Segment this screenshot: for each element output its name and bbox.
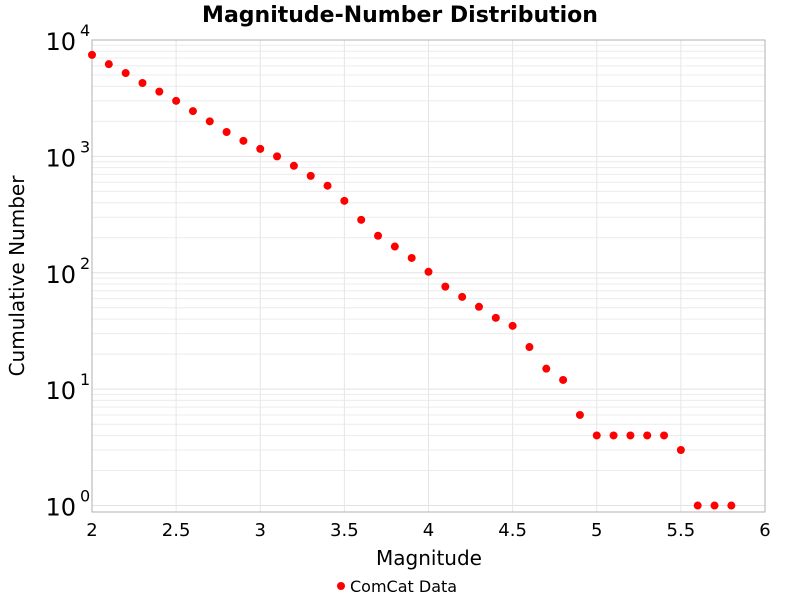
data-point xyxy=(256,144,265,153)
data-point xyxy=(222,128,231,137)
data-point xyxy=(121,69,130,78)
data-point xyxy=(441,282,450,291)
x-tick-label: 5.5 xyxy=(667,520,696,541)
data-point xyxy=(643,431,652,440)
data-point xyxy=(626,431,635,440)
data-point xyxy=(273,152,282,161)
x-tick-label: 3 xyxy=(255,520,266,541)
y-tick-label: 10 xyxy=(45,377,76,405)
y-tick-label: 10 xyxy=(45,144,76,172)
y-tick-base: 10 xyxy=(45,28,76,56)
data-point xyxy=(474,302,483,311)
y-tick-exponent: 2 xyxy=(80,254,90,273)
data-point xyxy=(559,375,568,384)
data-point xyxy=(407,253,416,262)
x-tick-label: 6 xyxy=(759,520,770,541)
y-tick-exponent: 0 xyxy=(80,487,90,506)
legend-label: ComCat Data xyxy=(350,577,457,596)
data-point xyxy=(172,96,181,105)
data-point xyxy=(727,501,736,510)
data-point xyxy=(575,410,584,419)
data-point xyxy=(710,501,719,510)
data-point xyxy=(155,87,164,96)
chart-title: Magnitude-Number Distribution xyxy=(202,3,598,28)
data-point xyxy=(374,231,383,240)
y-axis-label: Cumulative Number xyxy=(5,175,29,377)
y-tick-base: 10 xyxy=(45,377,76,405)
y-tick-exponent: 1 xyxy=(80,370,90,389)
grid xyxy=(91,40,766,512)
y-tick-label: 10 xyxy=(45,261,76,289)
data-point xyxy=(138,79,147,88)
data-point xyxy=(88,50,96,59)
data-point xyxy=(205,117,214,126)
y-tick-base: 10 xyxy=(45,144,76,172)
data-point xyxy=(676,446,685,455)
y-tick-exponent: 4 xyxy=(80,21,90,40)
data-point xyxy=(508,321,517,330)
data-points xyxy=(88,50,736,510)
x-tick-label: 5 xyxy=(591,520,602,541)
data-point xyxy=(239,136,248,145)
y-tick-label: 10 xyxy=(45,28,76,56)
data-point xyxy=(306,171,315,180)
y-tick-base: 10 xyxy=(45,261,76,289)
data-point xyxy=(188,107,197,116)
data-point xyxy=(340,196,349,205)
data-point xyxy=(357,215,366,224)
data-point xyxy=(525,343,534,352)
data-point xyxy=(660,431,669,440)
data-point xyxy=(542,364,551,373)
x-tick-label: 2 xyxy=(86,520,97,541)
data-point xyxy=(609,431,618,440)
x-tick-label: 2.5 xyxy=(162,520,191,541)
data-point xyxy=(390,242,399,251)
data-point xyxy=(458,292,467,301)
data-point xyxy=(592,431,601,440)
data-point xyxy=(104,60,113,69)
data-point xyxy=(289,161,298,170)
legend: ComCat Data xyxy=(337,577,457,596)
plot-area-border xyxy=(91,39,766,513)
x-axis-label: Magnitude xyxy=(376,546,482,570)
x-tick-label: 3.5 xyxy=(330,520,359,541)
data-point xyxy=(323,181,332,190)
y-tick-exponent: 3 xyxy=(80,137,90,156)
data-point xyxy=(424,267,433,276)
x-tick-label: 4 xyxy=(423,520,434,541)
data-point xyxy=(491,313,500,322)
y-tick-base: 10 xyxy=(45,494,76,522)
legend-marker xyxy=(337,582,345,590)
x-ticks: 2 2.5 3 3.5 4 4.5 5 5.5 6 xyxy=(86,520,770,541)
data-point xyxy=(693,501,702,510)
y-tick-label: 10 xyxy=(45,494,76,522)
x-tick-label: 4.5 xyxy=(498,520,527,541)
